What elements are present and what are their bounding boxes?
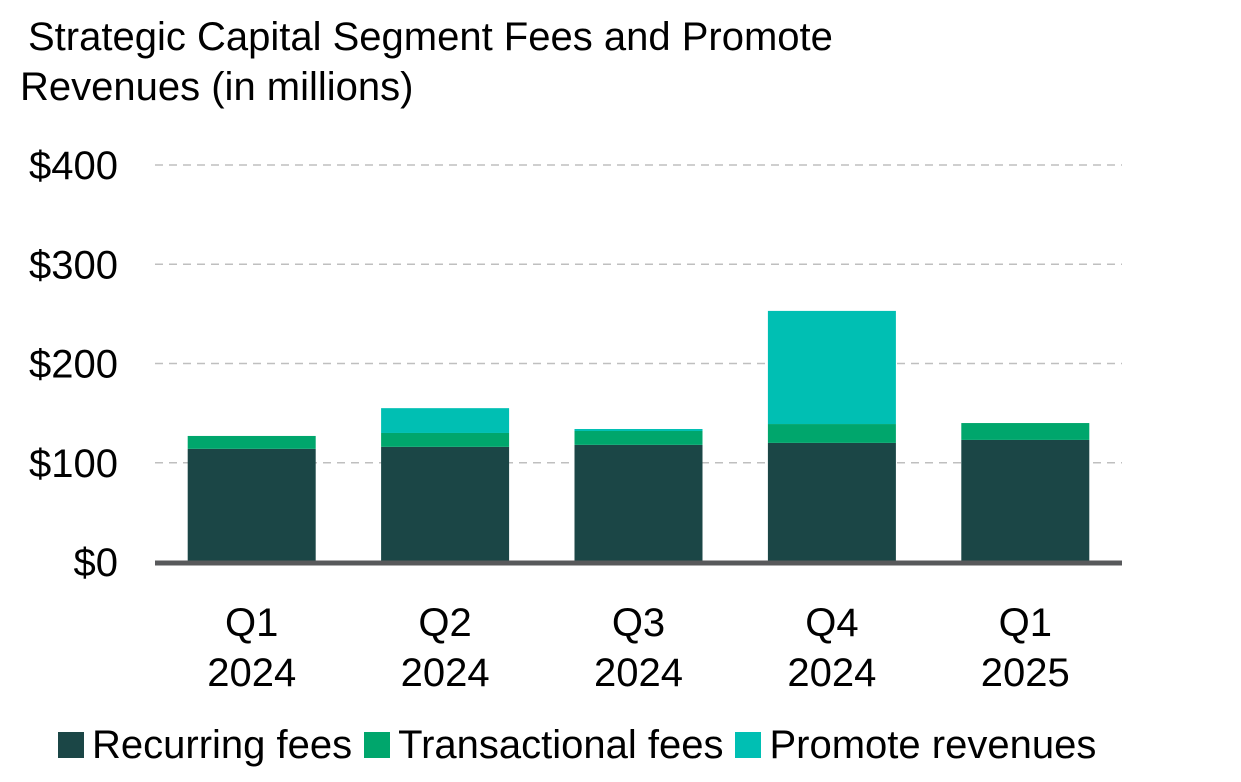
- bars: [187, 310, 1090, 562]
- bar-segment: [961, 439, 1090, 562]
- legend-label: Promote revenues: [769, 723, 1097, 767]
- legend-item: Recurring fees: [58, 722, 352, 768]
- bar-segment: [767, 442, 896, 562]
- y-tick-label: $100: [29, 442, 118, 486]
- chart-title: Strategic Capital Segment Fees and Promo…: [20, 12, 1120, 112]
- legend-item: Promote revenues: [735, 722, 1096, 768]
- y-tick-label: $400: [29, 144, 118, 188]
- bar-segment: [574, 444, 703, 562]
- legend-swatch: [58, 732, 84, 758]
- bar-segment: [381, 446, 510, 562]
- bar-segment: [187, 435, 316, 449]
- gridlines: [155, 164, 1122, 464]
- x-tick-label: 2025: [981, 651, 1070, 695]
- bar-segment: [574, 430, 703, 445]
- bar-segment: [381, 432, 510, 447]
- stacked-bar-chart: $0 $100 $200 $300 $400 Q1 2024 Q2 2024 Q3 2024 Q4 2…: [29, 144, 1122, 695]
- bar-segment: [187, 448, 316, 562]
- x-tick-label: Q3: [612, 601, 665, 645]
- y-tick-label: $0: [74, 541, 119, 585]
- x-tick-label: 2024: [594, 651, 683, 695]
- legend-swatch: [735, 732, 762, 758]
- bar-segment: [767, 424, 896, 443]
- chart-title-line-2: Revenues (in millions): [20, 65, 414, 109]
- legend-swatch: [364, 732, 391, 758]
- bar-segment: [574, 429, 703, 431]
- legend: Recurring fees Transactional fees Promote …: [58, 722, 1108, 768]
- x-tick-label: Q4: [805, 601, 858, 645]
- x-tick-label: Q1: [999, 601, 1052, 645]
- x-tick-labels: Q1 2024 Q2 2024 Q3 2024 Q4 2024 Q1 2025: [207, 601, 1070, 695]
- y-tick-label: $300: [29, 243, 118, 287]
- x-tick-label: 2024: [787, 651, 876, 695]
- bar-segment: [767, 310, 896, 425]
- y-tick-label: $200: [29, 343, 118, 387]
- x-tick-label: 2024: [401, 651, 490, 695]
- bar-segment: [381, 408, 510, 433]
- y-tick-labels: $0 $100 $200 $300 $400: [29, 144, 118, 585]
- x-tick-label: 2024: [207, 651, 296, 695]
- bar-segment: [961, 423, 1090, 440]
- legend-item: Transactional fees: [364, 722, 723, 768]
- x-tick-label: Q1: [225, 601, 278, 645]
- x-tick-label: Q2: [418, 601, 471, 645]
- legend-label: Recurring fees: [92, 723, 353, 767]
- chart-title-line-1: Strategic Capital Segment Fees and Promo…: [28, 15, 833, 59]
- legend-label: Transactional fees: [398, 723, 724, 767]
